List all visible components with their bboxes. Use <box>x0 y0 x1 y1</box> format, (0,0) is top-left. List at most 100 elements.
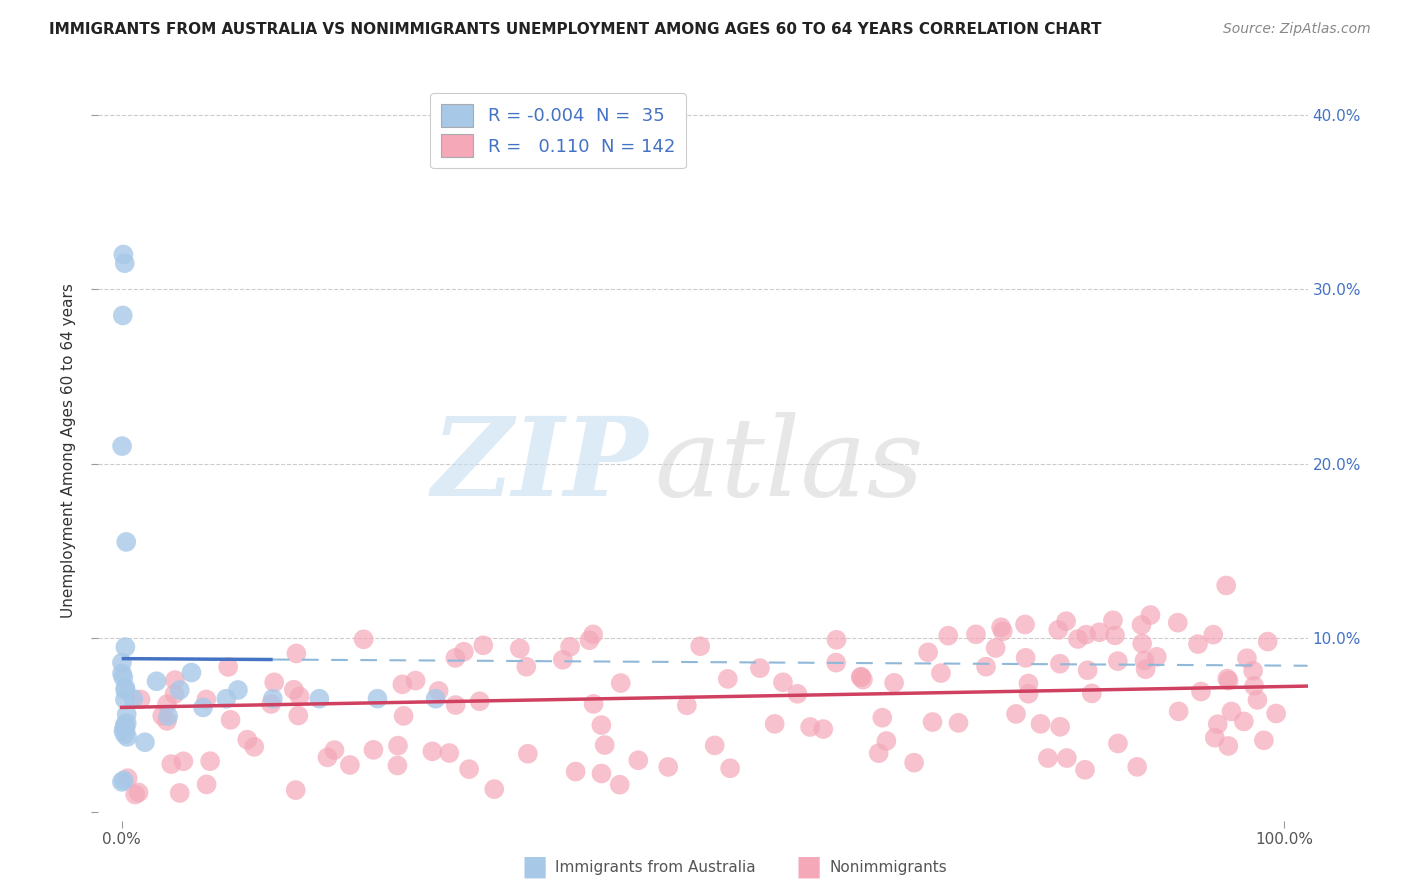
Point <box>180 665 202 680</box>
Text: ■: ■ <box>796 853 821 881</box>
Point <box>115 730 138 744</box>
Point <box>114 256 136 270</box>
Point <box>509 641 531 656</box>
Point <box>1014 651 1036 665</box>
Point <box>323 743 346 757</box>
Point <box>1233 714 1256 729</box>
Point <box>363 743 385 757</box>
Point <box>172 754 194 768</box>
Point <box>163 673 186 687</box>
Point <box>1049 720 1071 734</box>
Point <box>1167 705 1189 719</box>
Point <box>1081 686 1104 700</box>
Y-axis label: Unemployment Among Ages 60 to 64 years: Unemployment Among Ages 60 to 64 years <box>60 283 76 618</box>
Point <box>444 698 467 712</box>
Point <box>115 716 138 731</box>
Point <box>114 692 136 706</box>
Point <box>1029 717 1052 731</box>
Point <box>825 632 848 647</box>
Point <box>929 666 952 681</box>
Point <box>1104 628 1126 642</box>
Text: Immigrants from Australia: Immigrants from Australia <box>555 860 756 874</box>
Point <box>128 785 150 799</box>
Point <box>965 627 987 641</box>
Point <box>1135 662 1157 676</box>
Point <box>387 739 409 753</box>
Point <box>1243 679 1265 693</box>
Point <box>717 672 740 686</box>
Point <box>283 682 305 697</box>
Point <box>111 439 134 453</box>
Point <box>609 778 631 792</box>
Point <box>591 718 613 732</box>
Point <box>903 756 925 770</box>
Point <box>111 309 134 323</box>
Point <box>1036 751 1059 765</box>
Point <box>160 757 183 772</box>
Point <box>112 247 135 261</box>
Point <box>129 692 152 706</box>
Point <box>111 775 134 789</box>
Point <box>703 739 725 753</box>
Point <box>627 753 650 767</box>
Point <box>1241 664 1264 678</box>
Point <box>1126 760 1149 774</box>
Point <box>1067 632 1090 646</box>
Point <box>1047 623 1070 637</box>
Point <box>112 670 135 684</box>
Point <box>948 715 970 730</box>
Point <box>195 692 218 706</box>
Point <box>1236 651 1258 665</box>
Text: Nonimmigrants: Nonimmigrants <box>830 860 948 874</box>
Point <box>1257 634 1279 648</box>
Point <box>163 687 186 701</box>
Point <box>117 771 139 785</box>
Point <box>564 764 586 779</box>
Point <box>872 711 894 725</box>
Point <box>285 647 308 661</box>
Point <box>1220 705 1243 719</box>
Point <box>114 720 136 734</box>
Point <box>1206 717 1229 731</box>
Point <box>1088 625 1111 640</box>
Point <box>1216 672 1239 686</box>
Point <box>169 786 191 800</box>
Point <box>243 739 266 754</box>
Point <box>236 732 259 747</box>
Point <box>124 788 146 802</box>
Point <box>851 670 873 684</box>
Point <box>786 687 808 701</box>
Point <box>444 651 467 665</box>
Point <box>1265 706 1288 721</box>
Point <box>825 656 848 670</box>
Point <box>515 659 537 673</box>
Point <box>1054 614 1077 628</box>
Point <box>1014 617 1036 632</box>
Text: atlas: atlas <box>655 411 924 519</box>
Point <box>1130 636 1153 650</box>
Point <box>420 744 443 758</box>
Point <box>114 683 136 698</box>
Point <box>114 640 136 654</box>
Point <box>260 697 283 711</box>
Point <box>1202 627 1225 641</box>
Point <box>1189 684 1212 698</box>
Point <box>484 782 506 797</box>
Point <box>472 638 495 652</box>
Point <box>852 673 875 687</box>
Point <box>689 639 711 653</box>
Point <box>1107 654 1129 668</box>
Point <box>287 708 309 723</box>
Point <box>288 690 311 704</box>
Point <box>405 673 427 688</box>
Point <box>974 659 997 673</box>
Point <box>263 675 285 690</box>
Point <box>458 762 481 776</box>
Point <box>718 761 741 775</box>
Point <box>191 700 214 714</box>
Point <box>1133 653 1156 667</box>
Legend: R = -0.004  N =  35, R =   0.110  N = 142: R = -0.004 N = 35, R = 0.110 N = 142 <box>430 93 686 169</box>
Point <box>366 691 388 706</box>
Point <box>558 640 581 654</box>
Point <box>1077 663 1099 677</box>
